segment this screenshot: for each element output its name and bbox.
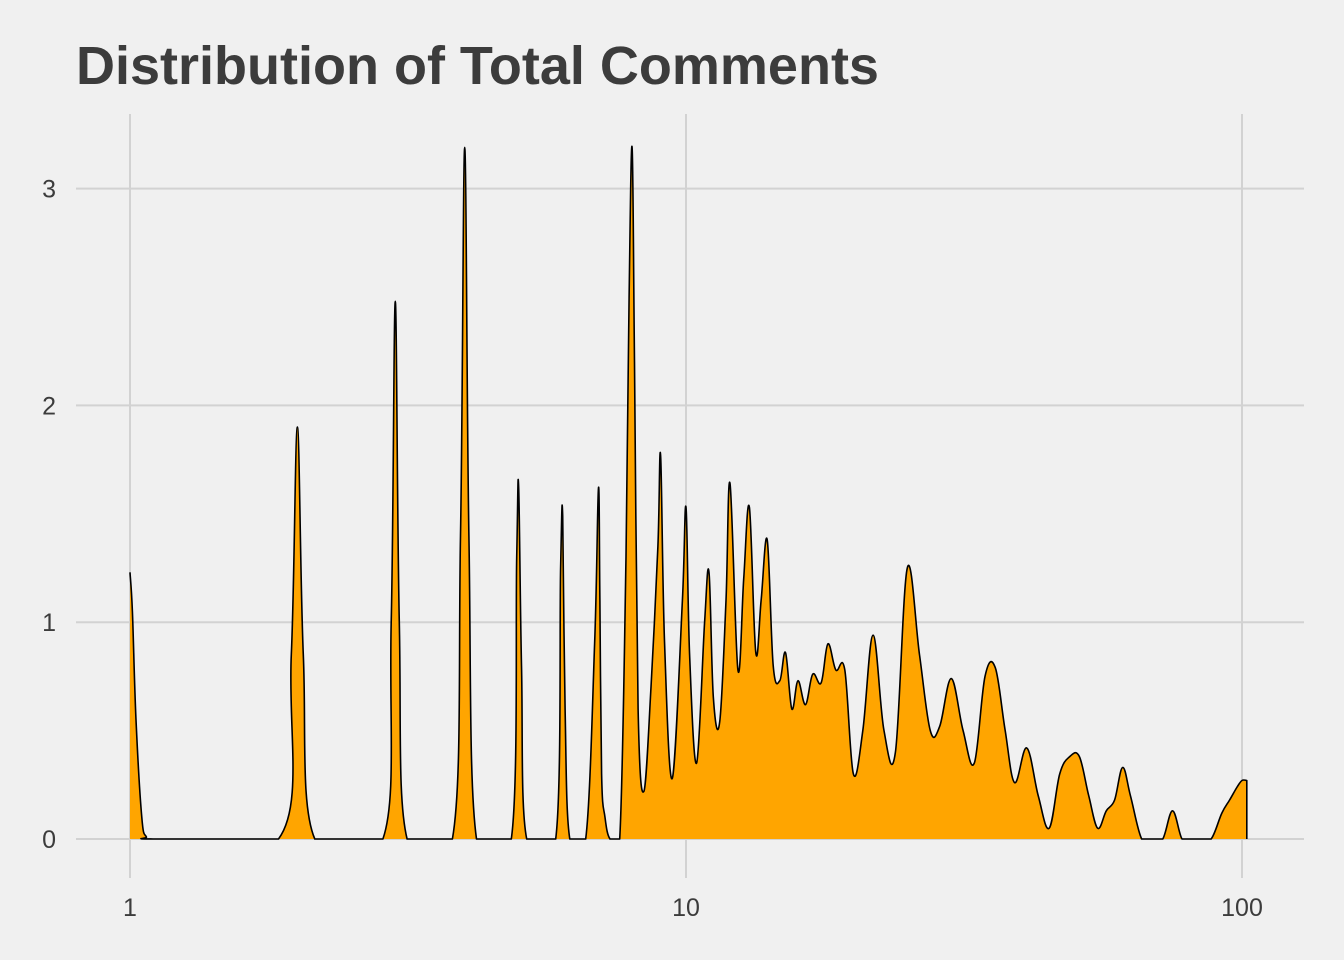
y-tick-label-0: 0	[42, 826, 56, 854]
y-tick-label-1: 1	[42, 609, 56, 637]
x-tick-label-100: 100	[1221, 894, 1263, 922]
y-tick-label-2: 2	[42, 392, 56, 420]
density-outline	[129, 145, 1248, 840]
x-tick-label-10: 10	[672, 894, 700, 922]
chart-title: Distribution of Total Comments	[76, 36, 879, 96]
density-area-fill	[130, 146, 1247, 840]
density-area-series	[129, 145, 1248, 840]
x-axis-tick-labels: 1 10 100	[123, 894, 1263, 922]
y-tick-label-3: 3	[42, 176, 56, 204]
x-tick-label-1: 1	[123, 894, 137, 922]
y-axis-tick-labels: 0 1 2 3	[42, 176, 56, 854]
